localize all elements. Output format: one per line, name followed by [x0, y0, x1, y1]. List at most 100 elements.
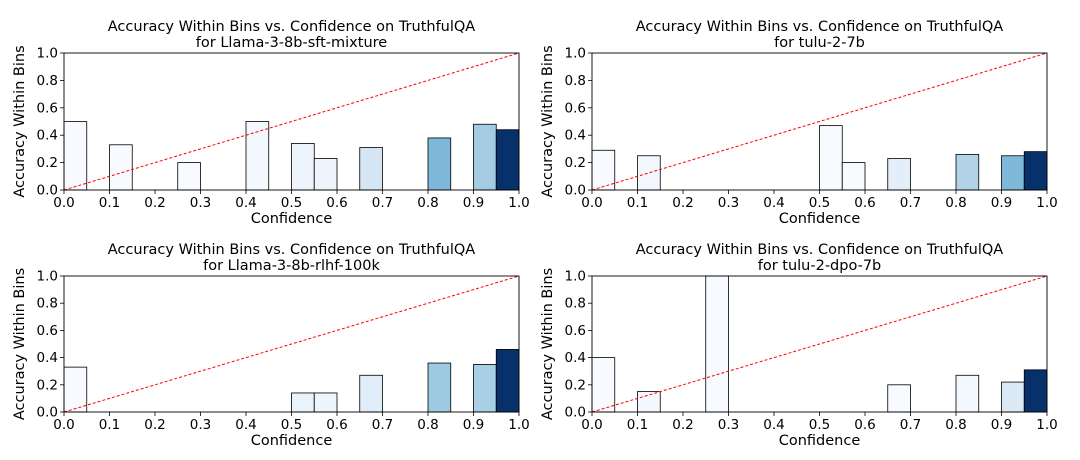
bar-bin-2 — [637, 155, 661, 191]
bar-bin-3 — [177, 162, 201, 191]
chart-title: Accuracy Within Bins vs. Confidence on T… — [108, 19, 476, 35]
x-tick-label: 0.6 — [326, 195, 347, 211]
bar-bin-8 — [1023, 151, 1048, 191]
x-tick-label: 0.6 — [854, 417, 875, 433]
x-tick-label: 0.9 — [463, 417, 484, 433]
bar-bin-6 — [955, 153, 980, 191]
bar-bin-6 — [313, 158, 338, 191]
x-tick-label: 0.0 — [581, 195, 602, 211]
y-tick-label: 0.4 — [37, 350, 58, 366]
x-tick-label: 1.0 — [1036, 195, 1057, 211]
x-tick-label: 0.0 — [53, 195, 74, 211]
bar-bin-7 — [1001, 155, 1025, 191]
bar-bin-3 — [705, 275, 729, 413]
x-tick-label: 0.5 — [809, 417, 830, 433]
chart-title: Accuracy Within Bins vs. Confidence on T… — [636, 19, 1004, 35]
bar-bin-7 — [359, 147, 383, 191]
x-tick-label: 0.8 — [945, 195, 966, 211]
y-tick-label: 0.0 — [37, 405, 58, 421]
chart-subtitle: for Llama-3-8b-rlhf-100k — [203, 258, 380, 274]
x-tick-label: 0.8 — [945, 417, 966, 433]
x-tick-label: 0.1 — [627, 195, 648, 211]
perfect-calibration-line — [63, 52, 520, 191]
x-tick-label: 0.1 — [99, 417, 120, 433]
x-tick-label: 0.1 — [99, 195, 120, 211]
y-tick-label: 0.2 — [37, 155, 58, 171]
y-tick-label: 0.4 — [565, 128, 586, 144]
bar-bin-2 — [637, 391, 661, 413]
x-tick-label: 0.4 — [763, 195, 784, 211]
perfect-calibration-line — [591, 275, 1048, 413]
x-tick-label: 0.3 — [190, 417, 211, 433]
chart-subtitle: for tulu-2-7b — [774, 35, 865, 51]
calibration-chart-2: 0.0 0.1 0.2 0.3 0.4 0.5 0.6 0.7 0.8 0.9 1.0 0.0 0.2 0… — [540, 19, 1058, 227]
x-tick-label: 1.0 — [1036, 417, 1057, 433]
y-axis-label: Accuracy Within Bins — [540, 45, 556, 197]
x-tick-label: 0.3 — [190, 195, 211, 211]
x-tick-label: 0.2 — [672, 195, 693, 211]
y-tick-label: 0.0 — [37, 183, 58, 199]
calibration-chart-4: 0.0 0.1 0.2 0.3 0.4 0.5 0.6 0.7 0.8 0.9 1.0 0.0 0.2 0… — [540, 242, 1058, 449]
bar-bin-4 — [887, 384, 911, 413]
x-tick-label: 0.3 — [718, 195, 739, 211]
x-tick-label: 1.0 — [508, 417, 529, 433]
x-tick-label: 0.0 — [53, 417, 74, 433]
bar-bin-7 — [1023, 369, 1048, 413]
y-tick-label: 1.0 — [565, 269, 586, 285]
y-tick-label: 0.6 — [565, 323, 586, 339]
y-axis-label: Accuracy Within Bins — [12, 45, 28, 197]
y-tick-label: 1.0 — [37, 46, 58, 62]
x-tick-label: 1.0 — [508, 195, 529, 211]
chart-subtitle: for Llama-3-8b-sft-mixture — [196, 35, 387, 51]
bar-bin-1 — [63, 121, 88, 191]
y-tick-label: 0.2 — [37, 377, 58, 393]
calibration-chart-3: 0.0 0.1 0.2 0.3 0.4 0.5 0.6 0.7 0.8 0.9 1.0 0.0 0.2 0… — [12, 242, 530, 449]
bar-bin-6 — [473, 363, 497, 413]
x-tick-label: 0.6 — [326, 417, 347, 433]
bar-bin-2 — [109, 144, 133, 191]
y-tick-label: 0.8 — [565, 73, 586, 89]
y-tick-label: 0.4 — [565, 350, 586, 366]
y-tick-label: 0.6 — [37, 100, 58, 116]
y-tick-label: 0.8 — [37, 296, 58, 312]
bar-bin-3 — [313, 392, 338, 413]
x-tick-label: 0.7 — [372, 417, 393, 433]
y-tick-label: 0.0 — [565, 405, 586, 421]
x-tick-label: 0.5 — [281, 195, 302, 211]
bar-bin-4 — [359, 374, 383, 413]
chart-title: Accuracy Within Bins vs. Confidence on T… — [108, 242, 476, 258]
y-tick-label: 0.2 — [565, 377, 586, 393]
y-axis-label: Accuracy Within Bins — [12, 268, 28, 420]
perfect-calibration-line — [591, 52, 1048, 191]
y-tick-label: 0.4 — [37, 128, 58, 144]
bar-bin-1 — [63, 366, 88, 413]
x-tick-label: 0.4 — [235, 417, 256, 433]
x-axis-label: Confidence — [251, 211, 333, 227]
x-tick-label: 0.4 — [235, 195, 256, 211]
x-tick-label: 0.7 — [372, 195, 393, 211]
x-tick-label: 0.2 — [144, 417, 165, 433]
bar-bin-9 — [473, 123, 497, 191]
y-tick-label: 1.0 — [37, 269, 58, 285]
x-axis-label: Confidence — [779, 211, 861, 227]
bar-bin-4 — [841, 162, 866, 191]
bar-bin-2 — [291, 392, 315, 413]
x-tick-label: 0.2 — [144, 195, 165, 211]
x-tick-label: 0.9 — [991, 417, 1012, 433]
x-tick-label: 0.8 — [417, 417, 438, 433]
x-axis-label: Confidence — [779, 433, 861, 449]
bar-bin-8 — [427, 137, 452, 191]
bar-bin-3 — [819, 125, 843, 191]
y-tick-label: 0.0 — [565, 183, 586, 199]
y-tick-label: 0.6 — [37, 323, 58, 339]
bar-bin-5 — [291, 143, 315, 191]
bar-bin-7 — [495, 349, 520, 413]
x-axis-label: Confidence — [251, 433, 333, 449]
bar-bin-6 — [1001, 381, 1025, 413]
bar-bin-5 — [955, 374, 980, 413]
bar-bin-5 — [427, 362, 452, 413]
chart-subtitle: for tulu-2-dpo-7b — [758, 258, 882, 274]
x-tick-label: 0.5 — [809, 195, 830, 211]
x-tick-label: 0.0 — [581, 417, 602, 433]
